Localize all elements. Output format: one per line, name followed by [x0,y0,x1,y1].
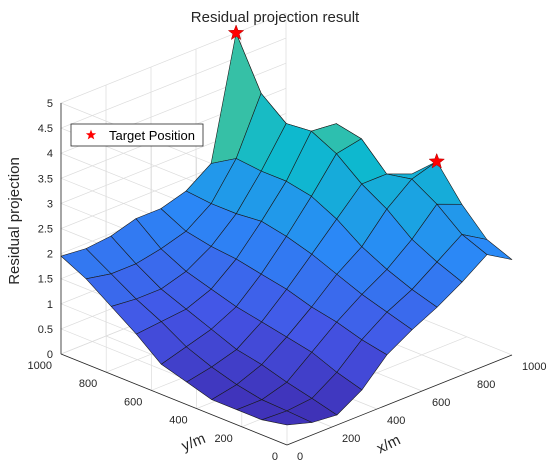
x-tick-label: 1000 [522,361,546,373]
y-tick-label: 600 [124,396,142,408]
y-tick-label: 800 [79,378,97,390]
x-tick-label: 800 [477,379,495,391]
tick-labels: 00.511.522.533.544.550200400600800100002… [28,98,547,461]
y-tick-label: 1000 [28,360,52,372]
y-tick-label: 200 [214,433,232,445]
z-tick-label: 3.5 [38,173,53,185]
legend-box [70,123,204,147]
z-tick-label: 0 [47,349,53,361]
axis-line-0 [286,354,513,446]
z-tick-label: 2 [47,249,53,261]
legend-star-icon [85,129,97,140]
z-tick-label: 5 [47,98,53,110]
z-tick-label: 3 [47,198,53,210]
legend-label: Target Position [109,128,195,143]
z-tick-label: 1 [47,299,53,311]
axis-line-1 [60,353,288,446]
target-markers [227,24,446,169]
x-tick-label: 400 [387,415,405,427]
target-star-1 [428,152,446,169]
z-tick-label: 0.5 [38,324,53,336]
z-tick-label: 4 [47,148,53,160]
surface-patch [261,410,313,426]
target-star-0 [227,24,245,41]
y-tick-label: 400 [169,415,187,427]
y-axis-label: y/m [179,430,208,455]
y-tick-label: 0 [272,451,278,461]
z-axis-label: Residual projection [6,157,23,285]
legend: Target Position [70,123,204,147]
z-tick-label: 2.5 [38,224,53,236]
z-tick-label: 1.5 [38,274,53,286]
surface-mesh [60,32,513,426]
chart-title: Residual projection result [191,9,360,26]
x-axis-label: x/m [374,431,403,457]
z-tick-label: 4.5 [38,123,53,135]
x-tick-label: 200 [342,433,360,445]
x-tick-label: 600 [432,397,450,409]
x-tick-label: 0 [297,451,303,461]
